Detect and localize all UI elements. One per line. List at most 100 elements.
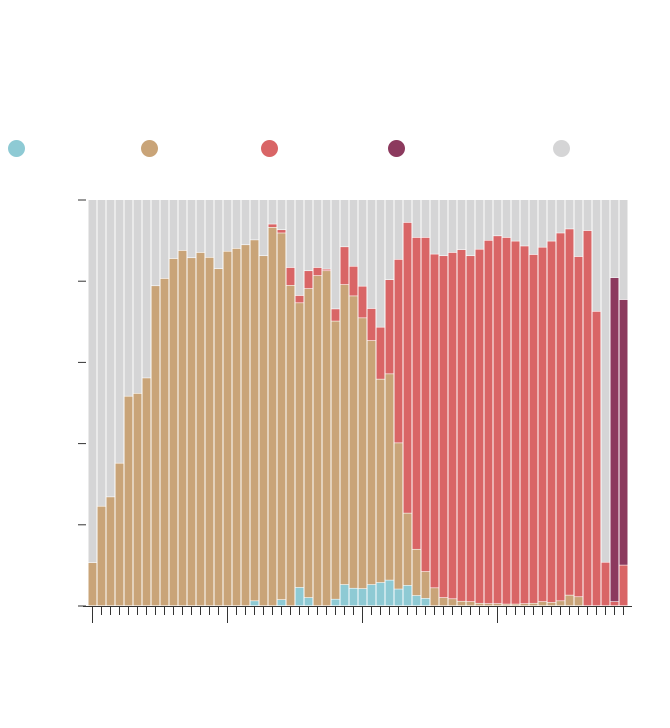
legend-swatch-5 [553,139,570,157]
bar-segment-series-3-bar-44 [475,249,484,603]
bar-segment-series-1-bar-35 [394,589,403,606]
bar-segment-series-3-bar-30 [349,266,358,296]
bar-segment-series-5-bar-56 [583,200,592,231]
bar-segment-series-2-bar-37 [412,549,421,596]
bar-segment-series-2-bar-36 [403,513,412,586]
legend-item-5 [553,136,576,160]
bar-segment-series-5-bar-25 [304,200,313,271]
bar-segment-series-2-bar-48 [511,604,520,606]
bar-segment-series-2-bar-32 [367,340,376,585]
bar-segment-series-2-bar-2 [97,506,106,606]
bar-segment-series-5-bar-19 [250,200,259,240]
bar-segment-series-2-bar-24 [295,303,304,588]
bar-segment-series-3-bar-53 [556,233,565,601]
bar-segment-series-1-bar-24 [295,587,304,606]
bar-segment-series-2-bar-13 [196,252,205,606]
bar-segment-series-3-bar-37 [412,237,421,549]
axes [78,199,632,623]
legend-item-4 [388,136,411,160]
bar-segment-series-5-bar-37 [412,200,421,238]
bar-segment-series-2-bar-5 [124,396,133,606]
bar-segment-series-5-bar-5 [124,200,133,396]
bar-segment-series-5-bar-45 [484,200,493,240]
bar-segment-series-1-bar-25 [304,597,313,606]
bar-segment-series-5-bar-17 [232,200,241,249]
bar-segment-series-2-bar-41 [448,599,457,606]
bar-segment-series-5-bar-55 [574,200,583,257]
bar-segment-series-4-bar-59 [610,277,619,602]
bar-segment-series-2-bar-39 [430,588,439,606]
bar-segment-series-3-bar-55 [574,256,583,597]
legend [0,136,670,160]
bar-segment-series-5-bar-34 [385,200,394,280]
bar-segment-series-5-bar-29 [340,200,349,247]
bar-segment-series-5-bar-48 [511,200,520,241]
bar-segment-series-2-bar-46 [493,603,502,606]
bar-segment-series-5-bar-14 [205,200,214,258]
bar-segment-series-5-bar-22 [277,200,286,230]
bar-segment-series-3-bar-41 [448,252,457,599]
bar-segment-series-5-bar-12 [187,200,196,258]
bar-segment-series-5-bar-38 [421,200,430,238]
bar-segment-series-3-bar-46 [493,236,502,604]
bar-segment-series-3-bar-58 [601,562,610,606]
bar-segment-series-3-bar-28 [331,309,340,321]
bar-segment-series-5-bar-39 [430,200,439,254]
bar-segment-series-5-bar-42 [457,200,466,250]
legend-item-2 [141,136,164,160]
legend-swatch-1 [8,139,25,157]
bar-segment-series-2-bar-55 [574,597,583,606]
bar-segment-series-1-bar-22 [277,599,286,606]
legend-item-3 [261,136,284,160]
bar-segment-series-1-bar-31 [358,588,367,606]
legend-swatch-3 [261,139,278,157]
bar-segment-series-2-bar-11 [178,250,187,606]
bar-segment-series-2-bar-25 [304,288,313,598]
bar-segment-series-5-bar-59 [610,200,619,278]
bar-segment-series-2-bar-38 [421,571,430,599]
bar-segment-series-3-bar-29 [340,247,349,285]
bar-segment-series-5-bar-13 [196,200,205,253]
bar-segment-series-5-bar-36 [403,200,412,223]
bar-segment-series-2-bar-23 [286,285,295,606]
bar-segment-series-2-bar-19 [250,240,259,601]
bar-segment-series-5-bar-41 [448,200,457,253]
bar-segment-series-5-bar-49 [520,200,529,246]
bar-segment-series-2-bar-14 [205,257,214,606]
bar-segment-series-3-bar-25 [304,271,313,289]
bar-segment-series-2-bar-49 [520,603,529,606]
bar-segment-series-2-bar-4 [115,463,124,606]
bar-segment-series-5-bar-10 [169,200,178,259]
bar-segment-series-5-bar-53 [556,200,565,233]
bar-segment-series-2-bar-44 [475,603,484,606]
bar-segment-series-5-bar-15 [214,200,223,269]
bar-segment-series-3-bar-26 [313,267,322,276]
bar-segment-series-1-bar-33 [376,582,385,606]
bar-segment-series-5-bar-27 [322,200,331,269]
bar-segment-series-1-bar-28 [331,599,340,606]
bar-segment-series-2-bar-42 [457,601,466,606]
bar-segment-series-5-bar-60 [619,200,628,300]
bar-segment-series-5-bar-30 [349,200,358,266]
bar-segment-series-2-bar-47 [502,604,511,606]
bar-segment-series-5-bar-50 [529,200,538,255]
bar-segment-series-3-bar-27 [322,269,331,271]
bar-segment-series-5-bar-54 [565,200,574,229]
bar-segment-series-2-bar-51 [538,601,547,606]
bar-segment-series-2-bar-26 [313,275,322,606]
bar-segment-series-2-bar-50 [529,603,538,606]
bar-segment-series-2-bar-7 [142,378,151,606]
bar-segment-series-3-bar-33 [376,327,385,379]
bar-segment-series-2-bar-1 [88,562,97,606]
bar-segment-series-5-bar-16 [223,200,232,251]
bar-segment-series-2-bar-40 [439,597,448,606]
bar-segment-series-2-bar-18 [241,245,250,606]
bar-segment-series-3-bar-35 [394,259,403,443]
bar-segment-series-2-bar-20 [259,256,268,606]
bar-segment-series-5-bar-1 [88,200,97,563]
bar-segment-series-1-bar-37 [412,595,421,606]
bar-segment-series-3-bar-43 [466,256,475,602]
bar-segment-series-5-bar-47 [502,200,511,238]
